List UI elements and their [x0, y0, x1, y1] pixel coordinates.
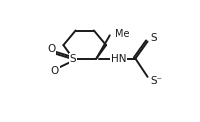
Text: O: O: [51, 66, 59, 76]
Text: S: S: [151, 33, 157, 43]
Text: S: S: [70, 54, 76, 64]
Text: Me: Me: [115, 29, 129, 39]
Text: S⁻: S⁻: [151, 76, 163, 86]
Text: O: O: [47, 44, 55, 54]
Text: HN: HN: [111, 54, 126, 64]
